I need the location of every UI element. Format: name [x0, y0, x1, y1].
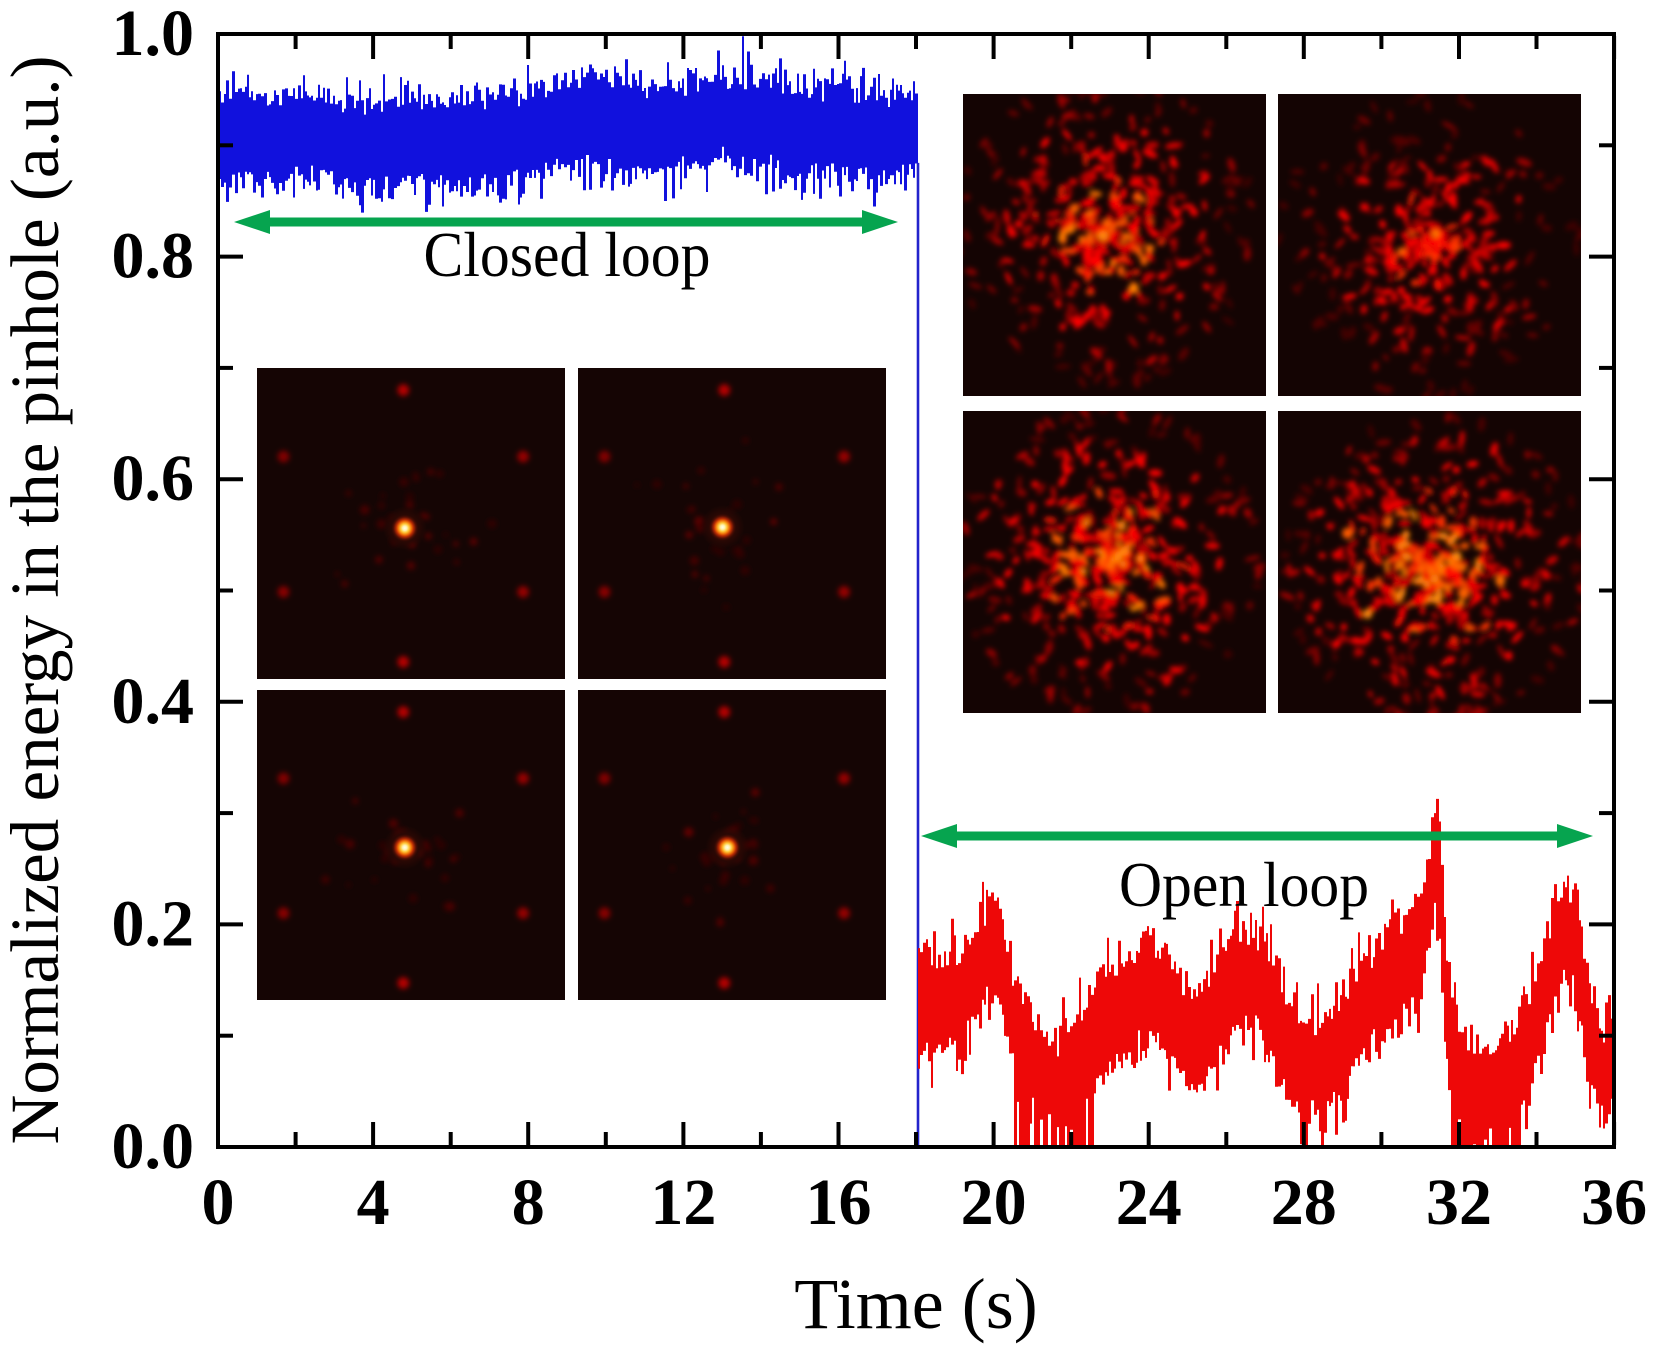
svg-text:0: 0: [202, 1166, 235, 1239]
svg-text:1.0: 1.0: [112, 0, 195, 70]
svg-text:32: 32: [1426, 1166, 1492, 1239]
svg-text:16: 16: [806, 1166, 872, 1239]
svg-text:36: 36: [1581, 1166, 1647, 1239]
svg-text:0.6: 0.6: [112, 442, 195, 515]
svg-text:0.2: 0.2: [112, 887, 195, 960]
svg-text:24: 24: [1116, 1166, 1182, 1239]
svg-text:0.0: 0.0: [112, 1110, 195, 1183]
svg-text:28: 28: [1271, 1166, 1337, 1239]
svg-text:0.4: 0.4: [112, 665, 195, 738]
svg-text:8: 8: [512, 1166, 545, 1239]
svg-text:12: 12: [650, 1166, 716, 1239]
svg-text:Time (s): Time (s): [794, 1264, 1037, 1344]
svg-text:Open loop: Open loop: [1119, 849, 1369, 920]
svg-text:Normalized energy in the pinho: Normalized energy in the pinhole (a.u.): [0, 56, 73, 1145]
svg-text:Closed loop: Closed loop: [424, 219, 711, 290]
svg-text:4: 4: [357, 1166, 390, 1239]
svg-text:0.8: 0.8: [112, 220, 195, 293]
svg-text:20: 20: [961, 1166, 1027, 1239]
